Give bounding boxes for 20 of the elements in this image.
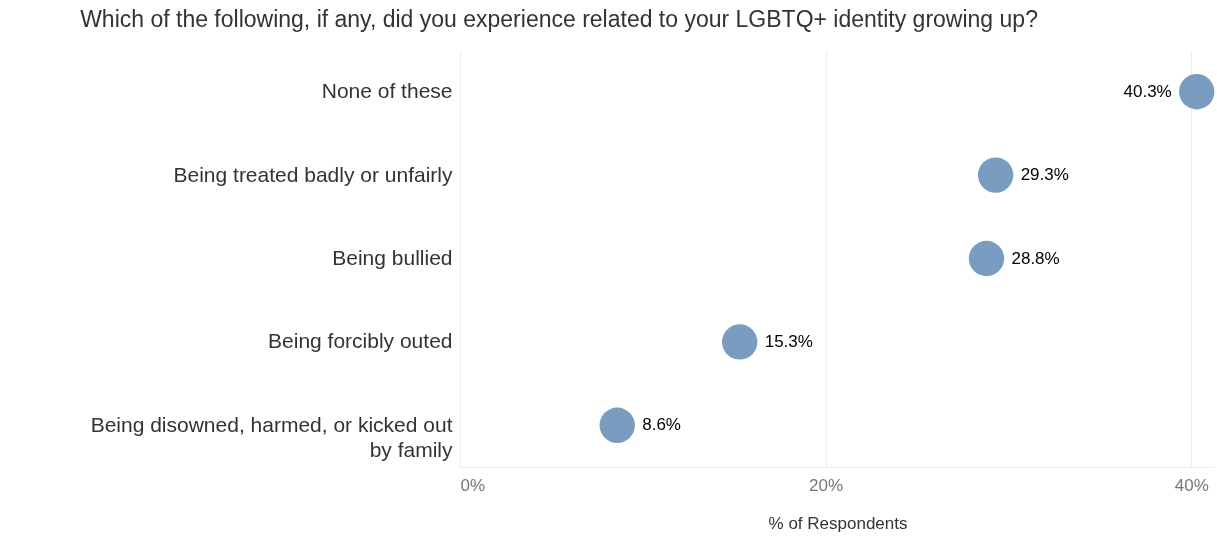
- x-tick-label: 40%: [1174, 475, 1209, 495]
- data-label: 40.3%: [1123, 81, 1172, 101]
- y-tick-label: Being forcibly outed: [268, 329, 453, 353]
- y-tick-label: None of these: [321, 79, 453, 103]
- y-tick-label: Being disowned, harmed, or kicked out by family: [90, 412, 453, 461]
- y-tick-label: Being treated badly or unfairly: [173, 162, 453, 186]
- x-tick-label: 20%: [809, 475, 844, 495]
- x-axis-title: % of Respondents: [768, 513, 908, 533]
- chart-title: Which of the following, if any, did you experience related to your LGBTQ+ identity growing up?: [80, 6, 1038, 32]
- data-label: 28.8%: [1011, 248, 1060, 268]
- y-tick-label: Being bullied: [332, 246, 453, 269]
- data-label: 8.6%: [642, 415, 681, 435]
- x-tick-label: 0%: [460, 475, 486, 495]
- point: [968, 240, 1005, 277]
- point: [1179, 74, 1215, 110]
- point: [722, 324, 758, 360]
- data-label: 29.3%: [1020, 165, 1069, 185]
- data-label: 15.3%: [764, 331, 813, 351]
- point: [977, 157, 1014, 193]
- point: [599, 407, 635, 443]
